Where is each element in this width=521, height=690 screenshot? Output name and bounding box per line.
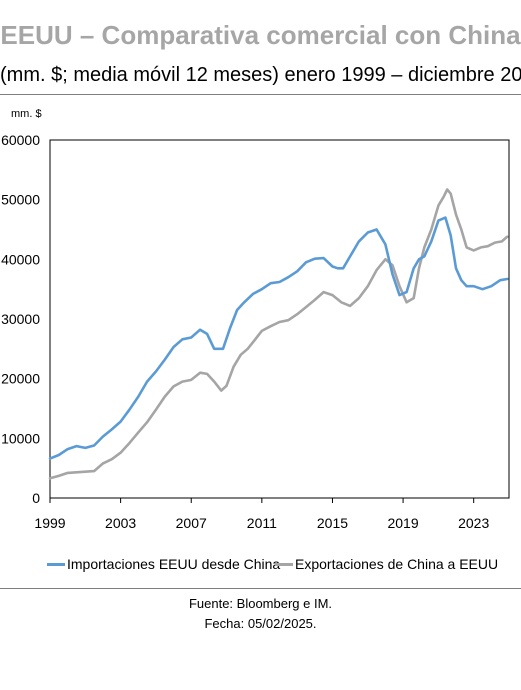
legend-label-imports: Importaciones EEUU desde China bbox=[67, 556, 281, 572]
top-divider bbox=[0, 94, 521, 95]
x-tick-label: 2007 bbox=[176, 515, 207, 531]
series-lines bbox=[48, 188, 509, 480]
chart-title: EEUU – Comparativa comercial con China bbox=[0, 20, 521, 50]
bottom-divider bbox=[0, 588, 521, 589]
legend-label-exports: Exportaciones de China a EEUU bbox=[295, 556, 499, 572]
legend-swatch-exports bbox=[275, 562, 293, 566]
x-axis-ticks: 1999 2003 2007 2011 2015 2019 2023 bbox=[34, 498, 489, 531]
y-tick-label: 20000 bbox=[1, 371, 40, 387]
x-tick-label: 2003 bbox=[105, 515, 136, 531]
legend-item-imports: Importaciones EEUU desde China bbox=[47, 556, 280, 572]
x-tick-label: 2019 bbox=[387, 515, 418, 531]
plot-area bbox=[49, 139, 510, 499]
y-tick-label: 60000 bbox=[1, 132, 40, 148]
series-line-imports bbox=[48, 216, 509, 460]
series-line-exports bbox=[48, 188, 509, 480]
x-tick-label: 2023 bbox=[458, 515, 489, 531]
x-tick-label: 2011 bbox=[247, 515, 277, 531]
y-axis-unit-label: mm. $ bbox=[11, 108, 42, 120]
plot-border bbox=[49, 139, 510, 499]
x-tick-label: 2015 bbox=[317, 515, 348, 531]
y-tick-label: 10000 bbox=[1, 430, 40, 446]
line-chart: 0 10000 20000 30000 40000 50000 60000 1999 2003… bbox=[1, 132, 510, 531]
x-tick-label: 1999 bbox=[34, 515, 65, 531]
y-tick-label: 40000 bbox=[1, 251, 40, 267]
y-tick-label: 50000 bbox=[1, 192, 40, 208]
date-note: Fecha: 05/02/2025. bbox=[204, 616, 317, 631]
y-tick-label: 0 bbox=[32, 490, 40, 506]
y-axis-ticks: 0 10000 20000 30000 40000 50000 60000 bbox=[1, 132, 40, 506]
legend-swatch-imports bbox=[47, 562, 65, 566]
legend-item-exports: Exportaciones de China a EEUU bbox=[275, 556, 498, 572]
y-tick-label: 30000 bbox=[1, 311, 40, 327]
source-note: Fuente: Bloomberg e IM. bbox=[188, 596, 333, 611]
chart-subtitle: (mm. $; media móvil 12 meses) enero 1999… bbox=[0, 64, 521, 86]
